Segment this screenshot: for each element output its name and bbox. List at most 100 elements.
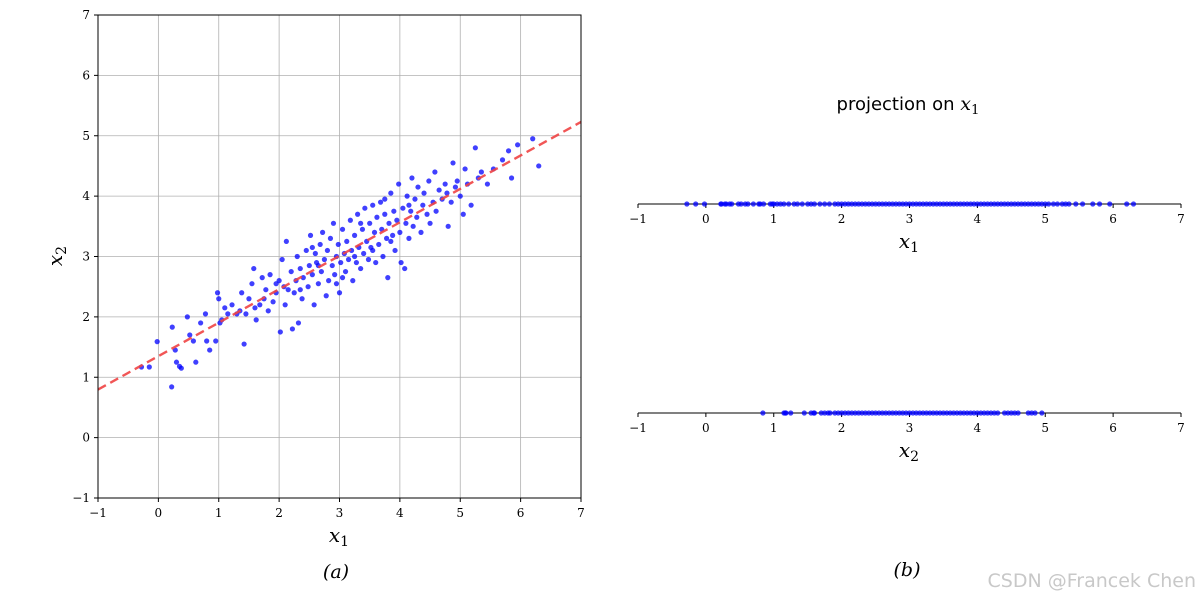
y-tick-label: −1: [72, 491, 90, 505]
data-point: [338, 259, 344, 266]
data-point: [436, 187, 442, 193]
data-point: [253, 317, 259, 323]
data-point: [402, 265, 408, 272]
x-tick-label: 4: [396, 506, 404, 520]
data-point: [452, 184, 459, 190]
strip-point: [693, 201, 699, 207]
data-point: [400, 205, 406, 211]
data-point: [241, 341, 247, 347]
x-tick-label: 2: [275, 506, 283, 520]
data-point: [169, 324, 175, 330]
data-point: [309, 272, 315, 278]
data-point: [299, 296, 305, 302]
data-point: [279, 256, 285, 263]
data-point: [318, 268, 324, 275]
data-point: [367, 220, 373, 226]
strip-point: [1050, 201, 1056, 207]
strip-tick-label: 4: [974, 212, 982, 226]
y-tick-label: 7: [82, 8, 90, 22]
strip-tick-label: 5: [1041, 421, 1049, 435]
data-point: [398, 259, 404, 266]
data-point: [312, 250, 318, 257]
strip-point: [745, 201, 751, 207]
data-point: [508, 175, 515, 181]
strip-tick-label: 0: [702, 421, 710, 435]
strip-tick-label: 5: [1041, 212, 1049, 226]
data-point: [388, 238, 394, 245]
data-point: [239, 290, 245, 296]
data-point: [484, 181, 491, 187]
strip-tick-label: −1: [629, 212, 647, 226]
x-tick-label: 0: [155, 506, 163, 520]
strip-point: [1066, 201, 1072, 207]
data-point: [396, 181, 402, 187]
strip-point: [794, 201, 801, 207]
data-point: [306, 262, 312, 269]
data-point: [345, 256, 352, 263]
strip-x1: −1 0 1 2 3 4 5 6 7: [629, 201, 1185, 226]
data-point: [385, 275, 391, 281]
data-point: [415, 184, 421, 190]
data-point: [370, 202, 376, 208]
data-point: [291, 290, 297, 296]
data-point: [468, 202, 474, 208]
data-point: [169, 384, 175, 390]
strip-point: [1124, 201, 1130, 207]
data-point: [433, 208, 439, 214]
data-point: [327, 235, 334, 241]
data-point: [259, 275, 265, 281]
data-point: [332, 272, 338, 278]
data-point: [359, 226, 366, 232]
strip-tick-label: −1: [629, 421, 647, 435]
data-point: [252, 305, 258, 311]
strip-point: [701, 201, 708, 207]
strip-point: [826, 201, 833, 207]
data-point: [184, 314, 190, 320]
y-tick-label: 2: [82, 310, 90, 324]
data-point: [505, 148, 512, 154]
strip-point: [760, 201, 767, 207]
x-axis-label: x1: [329, 523, 349, 550]
data-point: [326, 278, 332, 284]
x-tick-label: 6: [517, 506, 525, 520]
data-point: [530, 136, 536, 142]
data-point: [249, 281, 255, 287]
data-point: [390, 232, 396, 238]
projection-title-math: x1: [960, 93, 979, 118]
data-point: [216, 296, 222, 302]
data-point: [273, 281, 279, 287]
strip-tick-label: 4: [974, 421, 982, 435]
strip-tick-label: 1: [770, 212, 778, 226]
data-point: [324, 247, 331, 254]
data-point: [374, 214, 380, 220]
data-point: [303, 247, 309, 254]
data-point: [347, 217, 353, 223]
y-tick-label: 4: [82, 189, 90, 203]
data-point: [329, 262, 335, 269]
data-point: [358, 265, 364, 272]
data-point: [222, 305, 228, 311]
data-point: [229, 302, 235, 308]
y-axis-ticks: −1 0 1 2 3 4 5 6 7: [72, 8, 98, 505]
data-point: [351, 253, 358, 260]
data-point: [391, 208, 397, 214]
panel-a-caption: (a): [323, 561, 349, 583]
data-point: [319, 229, 326, 235]
data-point: [339, 226, 346, 232]
strip-point: [750, 201, 756, 207]
strip-point: [786, 201, 792, 207]
data-point: [361, 250, 367, 257]
data-point: [406, 235, 412, 241]
y-tick-label: 0: [82, 431, 90, 445]
y-tick-label: 5: [82, 129, 90, 143]
x-axis-ticks: −1 0 1 2 3 4 5 6 7: [89, 498, 585, 520]
data-point: [154, 339, 160, 345]
x-tick-label: 5: [456, 506, 464, 520]
strip-tick-label: 3: [906, 421, 914, 435]
data-point: [388, 190, 394, 196]
data-point: [408, 208, 414, 214]
data-point: [270, 299, 276, 305]
strip-point: [1096, 201, 1103, 207]
data-point: [478, 169, 484, 175]
data-point: [323, 293, 329, 299]
